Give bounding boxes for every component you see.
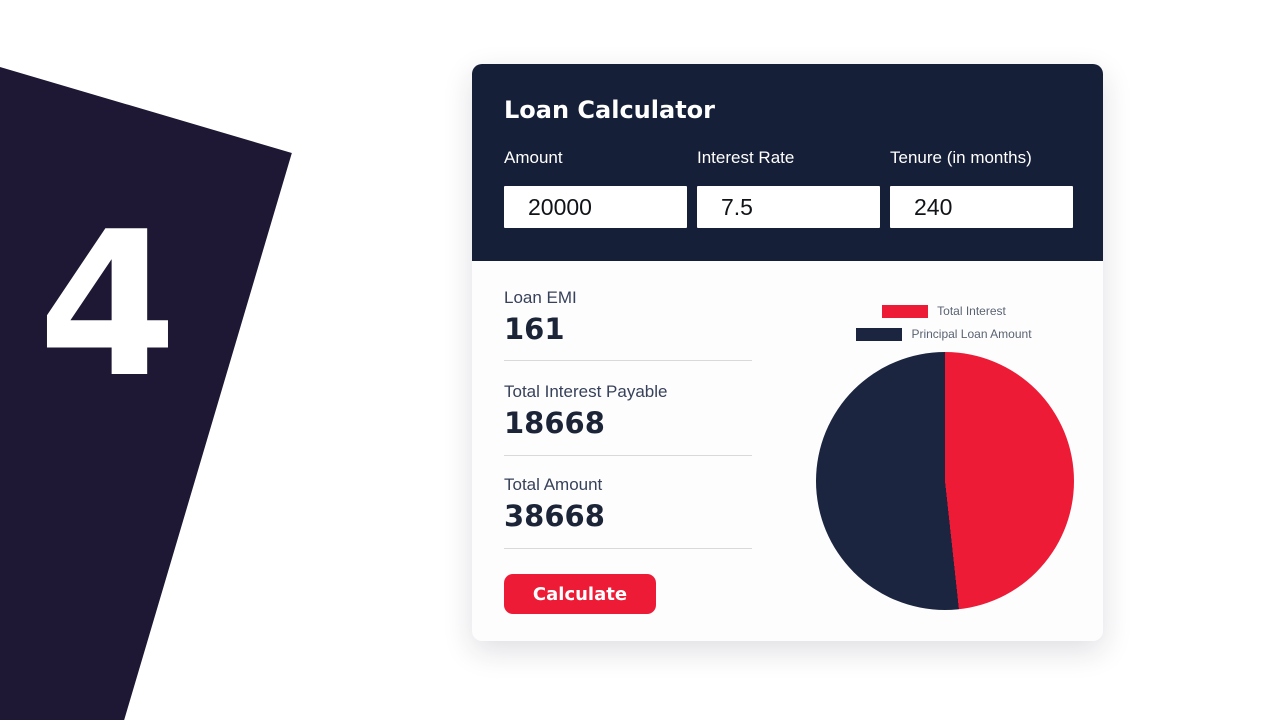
amount-input[interactable]: [504, 186, 687, 228]
tenure-label: Tenure (in months): [890, 148, 1032, 167]
loan-calculator-card: Loan Calculator Amount Interest Rate Ten…: [472, 64, 1103, 641]
interest-rate-input[interactable]: [697, 186, 880, 228]
input-fields-row: Amount Interest Rate Tenure (in months): [504, 148, 1073, 228]
legend-item-principal[interactable]: Principal Loan Amount: [856, 327, 1032, 341]
loan-emi-value: 161: [504, 312, 565, 346]
pie-chart[interactable]: [816, 352, 1074, 610]
amount-field-group: Amount: [504, 148, 687, 228]
total-interest-label: Total Interest Payable: [504, 382, 668, 401]
hero-number: 4: [38, 189, 178, 422]
divider: [504, 360, 752, 361]
chart-legend: Total Interest Principal Loan Amount: [812, 304, 1076, 341]
page-title: Loan Calculator: [504, 96, 715, 124]
legend-item-total-interest[interactable]: Total Interest: [882, 304, 1006, 318]
interest-rate-label: Interest Rate: [697, 148, 795, 167]
legend-label: Principal Loan Amount: [911, 327, 1032, 341]
loan-emi-label: Loan EMI: [504, 288, 577, 307]
principal-swatch: [856, 327, 903, 341]
divider: [504, 455, 752, 456]
tenure-field-group: Tenure (in months): [890, 148, 1073, 228]
interest-rate-field-group: Interest Rate: [697, 148, 880, 228]
calculate-button[interactable]: Calculate: [504, 574, 656, 614]
divider: [504, 548, 752, 549]
amount-label: Amount: [504, 148, 563, 167]
total-amount-value: 38668: [504, 499, 605, 533]
card-header: Loan Calculator Amount Interest Rate Ten…: [472, 64, 1103, 261]
tenure-input[interactable]: [890, 186, 1073, 228]
total-interest-swatch: [882, 304, 929, 318]
total-interest-value: 18668: [504, 406, 605, 440]
total-amount-label: Total Amount: [504, 475, 603, 494]
legend-label: Total Interest: [937, 304, 1006, 318]
